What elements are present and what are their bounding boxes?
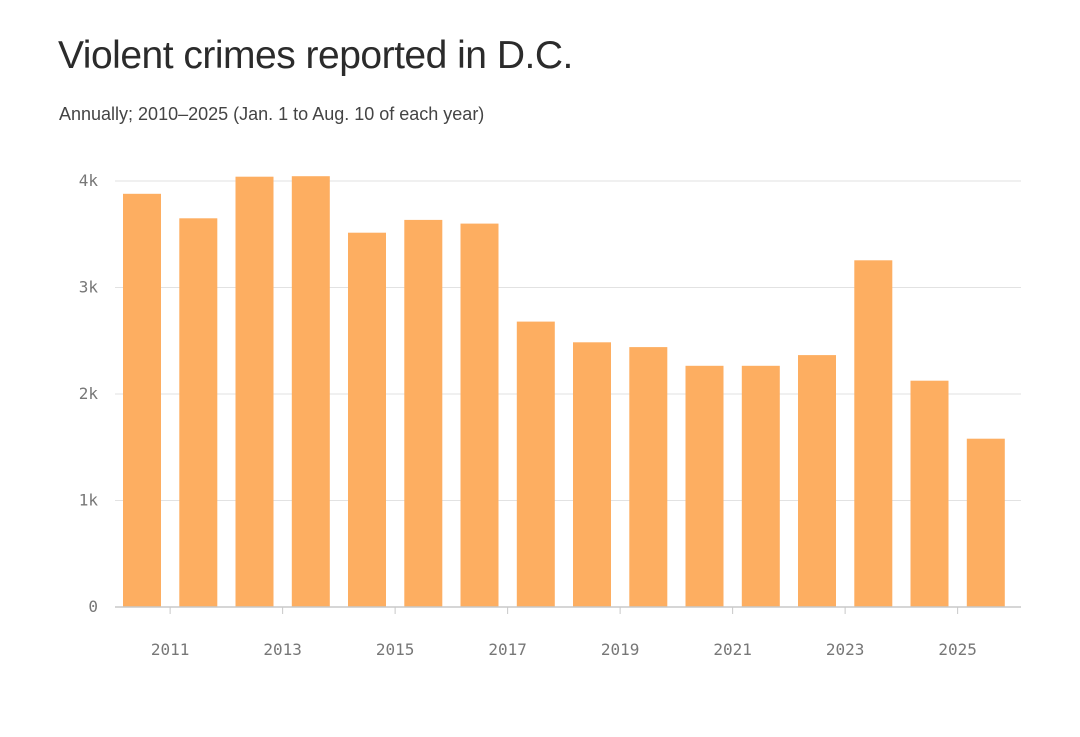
y-tick-label: 2k bbox=[79, 384, 99, 403]
x-tick-label-2013: 2013 bbox=[263, 640, 302, 659]
bar-2017 bbox=[516, 321, 555, 607]
bar-2025 bbox=[966, 438, 1005, 607]
bar-2022 bbox=[798, 355, 836, 607]
bar-2020 bbox=[685, 365, 724, 607]
x-tick-label-2019: 2019 bbox=[601, 640, 640, 659]
bar-2015 bbox=[404, 219, 443, 607]
bar-2019 bbox=[629, 347, 668, 607]
bar-2012 bbox=[235, 176, 274, 607]
x-tick-label-2023: 2023 bbox=[826, 640, 865, 659]
y-tick-label: 3k bbox=[79, 278, 99, 297]
x-tick-label-2021: 2021 bbox=[713, 640, 752, 659]
bar-2023 bbox=[854, 260, 893, 607]
y-tick-label: 4k bbox=[79, 171, 99, 190]
y-tick-label: 1k bbox=[79, 491, 99, 510]
bar-2024 bbox=[910, 380, 949, 607]
bar-2010 bbox=[123, 193, 161, 608]
x-tick-label-2011: 2011 bbox=[151, 640, 190, 659]
chart-subtitle: Annually; 2010–2025 (Jan. 1 to Aug. 10 o… bbox=[59, 104, 485, 124]
bar-2018 bbox=[573, 342, 611, 607]
bar-2014 bbox=[348, 232, 386, 607]
bar-2021 bbox=[741, 365, 780, 607]
bar-2011 bbox=[179, 218, 218, 608]
x-tick-label-2015: 2015 bbox=[376, 640, 415, 659]
y-tick-label: 0 bbox=[88, 597, 98, 616]
bar-2013 bbox=[291, 176, 330, 607]
chart-title: Violent crimes reported in D.C. bbox=[58, 34, 573, 77]
x-tick-label-2025: 2025 bbox=[938, 640, 977, 659]
x-tick-label-2017: 2017 bbox=[488, 640, 527, 659]
bar-2016 bbox=[460, 223, 499, 607]
